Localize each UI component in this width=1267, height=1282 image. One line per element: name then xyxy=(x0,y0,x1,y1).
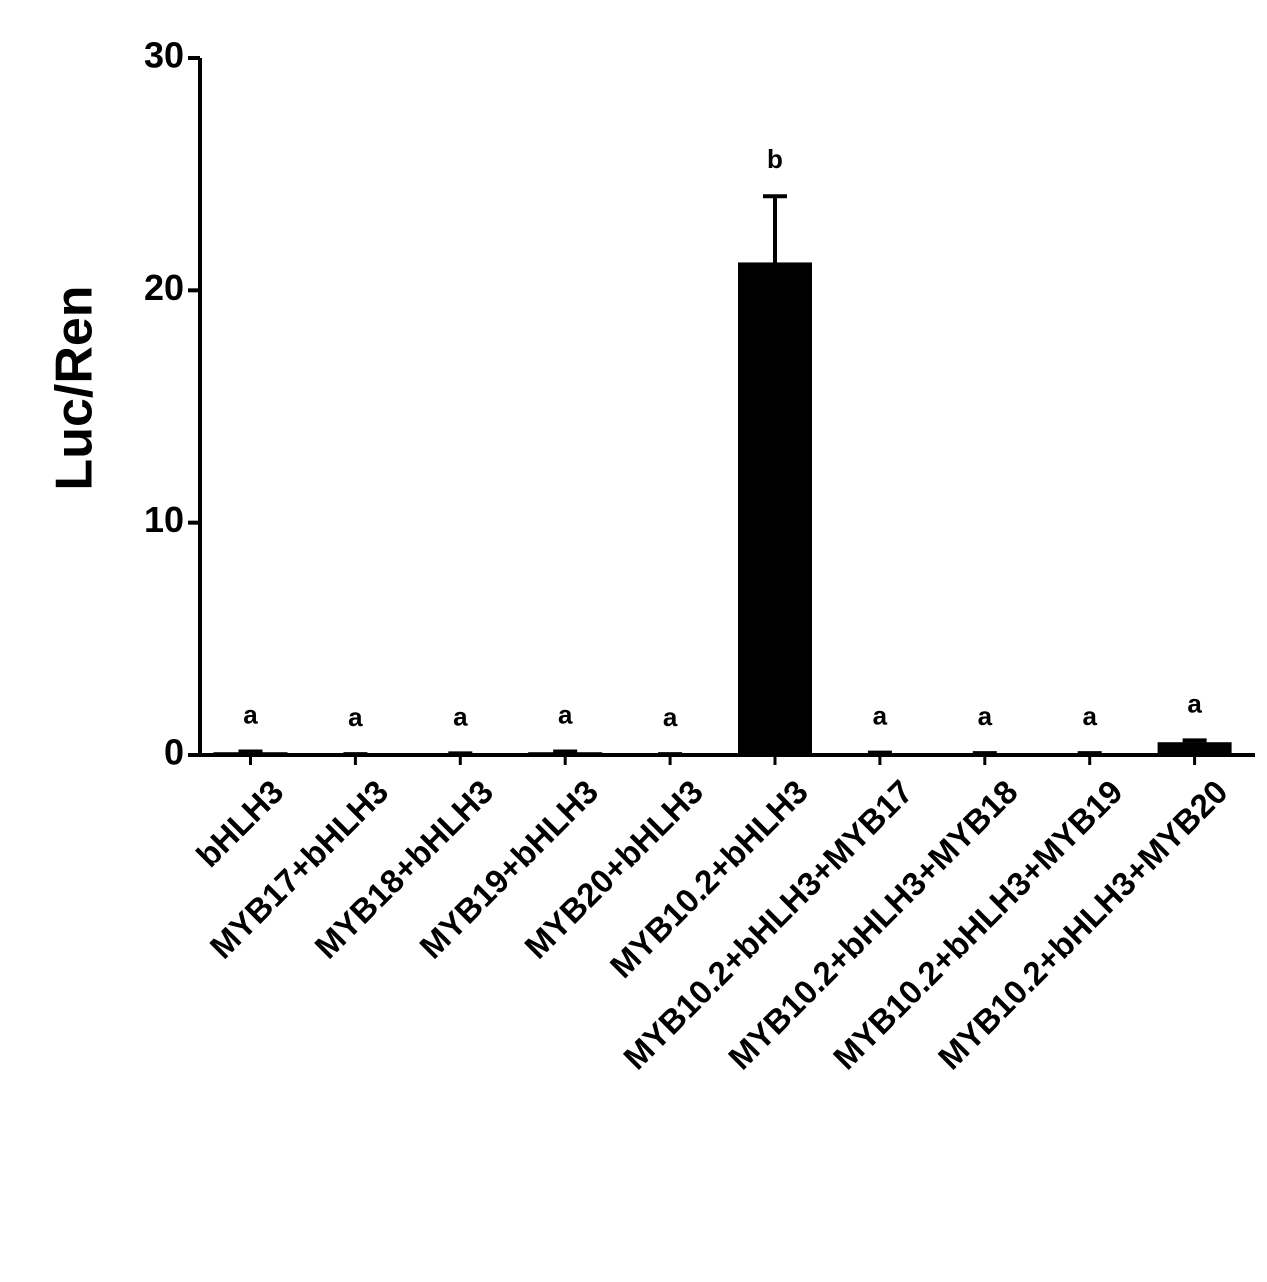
annotation: a xyxy=(348,702,363,732)
annotation: a xyxy=(453,701,468,731)
bar xyxy=(528,752,603,755)
y-tick-label: 30 xyxy=(144,35,184,76)
annotation: a xyxy=(1187,688,1202,718)
annotation: b xyxy=(767,144,783,174)
x-tick-label: MYB10.2+bHLH3 xyxy=(603,773,815,985)
y-tick-label: 0 xyxy=(164,732,184,773)
bar xyxy=(633,754,708,755)
bar xyxy=(947,753,1022,755)
y-tick-label: 20 xyxy=(144,267,184,308)
annotation: a xyxy=(663,702,678,732)
annotation: a xyxy=(978,701,993,731)
annotation: a xyxy=(243,700,258,730)
x-tick-label: MYB20+bHLH3 xyxy=(517,773,710,966)
annotation: a xyxy=(1082,701,1097,731)
bar xyxy=(738,262,812,755)
bar xyxy=(423,753,498,755)
annotation: a xyxy=(873,701,888,731)
bar xyxy=(842,753,917,755)
x-tick-label: MYB19+bHLH3 xyxy=(412,773,605,966)
y-axis-label: Luc/Ren xyxy=(46,285,104,490)
x-tick-label: MYB17+bHLH3 xyxy=(203,773,396,966)
y-tick-label: 10 xyxy=(144,499,184,540)
x-tick-label: MYB18+bHLH3 xyxy=(307,773,500,966)
bar xyxy=(318,754,393,755)
bar xyxy=(1157,742,1232,755)
bar xyxy=(213,752,288,755)
annotation: a xyxy=(558,700,573,730)
bar xyxy=(1052,753,1127,755)
x-tick-label: bHLH3 xyxy=(189,773,290,874)
